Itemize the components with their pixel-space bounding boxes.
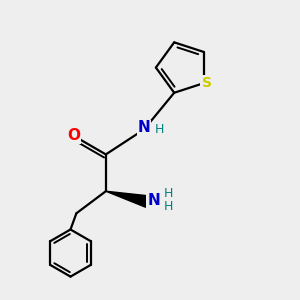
Text: H: H: [164, 200, 173, 213]
Text: N: N: [147, 193, 160, 208]
Text: H: H: [164, 187, 173, 200]
Text: O: O: [67, 128, 80, 143]
Text: H: H: [155, 123, 164, 136]
Text: N: N: [138, 120, 151, 135]
Polygon shape: [106, 191, 148, 207]
Text: S: S: [202, 76, 212, 90]
